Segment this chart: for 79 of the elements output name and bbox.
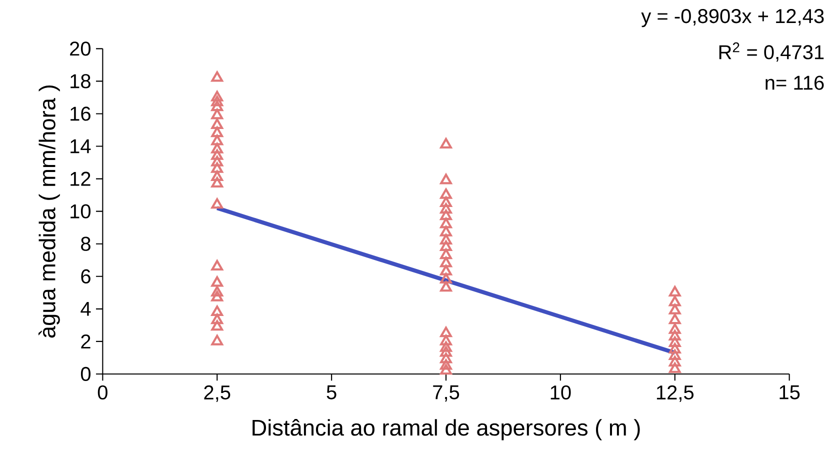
point <box>440 138 452 149</box>
point <box>440 203 452 214</box>
text: y = -0,8903x + 12,43 <box>641 9 824 28</box>
point <box>211 96 224 106</box>
point <box>440 272 452 284</box>
y-axis-title: àgua medida ( mm/hora ) <box>38 86 60 338</box>
point <box>440 364 452 375</box>
point <box>440 346 452 357</box>
point <box>440 218 452 228</box>
y-tick-label: 12 <box>70 172 90 186</box>
x-tick-label: 12,5 <box>656 385 694 402</box>
x-axis-title: Distância ao ramal de aspersores ( m ) <box>252 419 640 440</box>
x-tick-label: 2,5 <box>204 385 230 402</box>
point <box>668 330 681 340</box>
point <box>211 306 224 316</box>
point <box>668 362 681 373</box>
y-tick-label: 8 <box>81 236 90 251</box>
x-tick-label: 0 <box>98 385 108 400</box>
point <box>440 341 452 352</box>
point <box>668 304 681 314</box>
point <box>211 170 224 182</box>
annotation: R$^{2}$ = 0,4731 <box>719 42 824 62</box>
annotation: n= 116 <box>766 76 824 90</box>
point <box>440 359 452 370</box>
point <box>668 296 681 306</box>
point <box>211 108 224 120</box>
y-tick-label: 2 <box>81 334 90 348</box>
y-tick-label: 20 <box>70 42 91 56</box>
point <box>668 356 681 366</box>
point <box>211 162 224 173</box>
point <box>440 352 452 364</box>
point <box>211 290 224 302</box>
point <box>211 320 224 331</box>
point <box>211 90 224 102</box>
point <box>211 177 224 188</box>
y-tick-label: 10 <box>70 204 91 218</box>
y-tick-label: 0 <box>80 366 91 382</box>
x-tick-label: 7,5 <box>433 385 460 402</box>
point <box>440 234 452 244</box>
point <box>211 260 224 270</box>
point <box>211 100 224 112</box>
point <box>211 286 224 297</box>
point <box>211 134 224 146</box>
point <box>211 198 224 209</box>
y-tick-label: 16 <box>70 106 90 121</box>
point <box>440 326 452 338</box>
point <box>668 336 681 347</box>
point <box>668 349 681 360</box>
point <box>211 276 224 287</box>
x-tick-label: 10 <box>550 385 571 400</box>
point <box>211 314 224 324</box>
point <box>211 118 224 129</box>
point <box>440 256 452 268</box>
point <box>668 314 681 324</box>
y-tick-label: 18 <box>70 74 90 88</box>
point <box>668 323 681 334</box>
point <box>440 174 452 184</box>
point <box>440 226 452 236</box>
point <box>440 264 452 276</box>
point <box>440 240 452 251</box>
y-tick-label: 6 <box>81 269 90 284</box>
x-tick-label: 15 <box>780 385 800 400</box>
point <box>668 342 681 354</box>
point <box>668 286 681 297</box>
point <box>440 196 452 208</box>
point <box>211 334 224 346</box>
point <box>440 210 452 220</box>
point <box>211 156 224 166</box>
point <box>440 334 452 346</box>
point <box>211 126 224 138</box>
x-tick-label: 5 <box>326 385 336 400</box>
point <box>440 248 452 260</box>
point <box>440 188 452 199</box>
point <box>440 281 452 292</box>
point <box>211 71 224 82</box>
y-tick-label: 4 <box>80 302 91 316</box>
y-tick-label: 14 <box>70 139 91 154</box>
point <box>211 149 224 160</box>
point <box>211 142 224 154</box>
